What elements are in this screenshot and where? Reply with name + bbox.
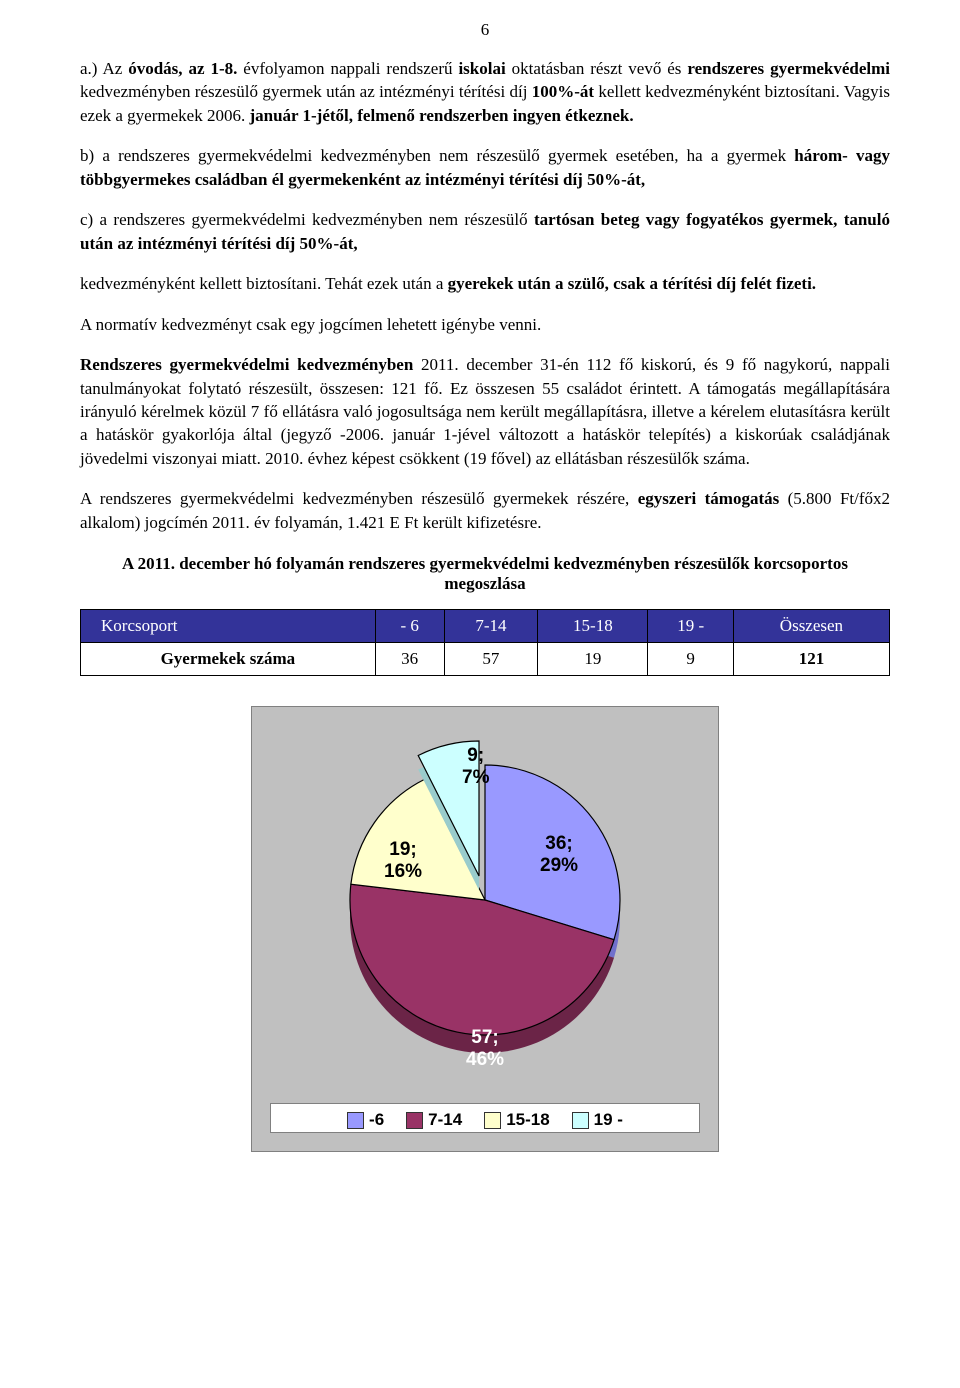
table-cell: 57 (444, 643, 538, 676)
paragraph-d: kedvezményként kellett biztosítani. Tehá… (80, 272, 890, 295)
table-header: Korcsoport (81, 610, 376, 643)
text-bold: iskolai (458, 59, 505, 78)
pie-chart: 36; 29% 57; 46% 19; 16% 9; 7% (288, 725, 682, 1095)
text: a.) Az (80, 59, 128, 78)
label-line1: 19; (389, 839, 416, 860)
table-header: 19 - (648, 610, 733, 643)
table-cell: Gyermekek száma (81, 643, 376, 676)
pie-label-s4: 9; 7% (462, 745, 489, 789)
text-bold: 100%-át (532, 82, 594, 101)
table-header-row: Korcsoport - 6 7-14 15-18 19 - Összesen (81, 610, 890, 643)
table-header: 7-14 (444, 610, 538, 643)
legend-label: 19 - (594, 1110, 623, 1130)
legend-item: 15-18 (484, 1110, 549, 1130)
text: évfolyamon nappali rendszerű (237, 59, 458, 78)
table-cell: 121 (733, 643, 889, 676)
legend-item: 19 - (572, 1110, 623, 1130)
label-line1: 36; (545, 833, 572, 854)
page-number: 6 (80, 20, 890, 40)
label-line1: 57; (471, 1027, 498, 1048)
text: oktatásban részt vevő és (506, 59, 688, 78)
legend-swatch (484, 1112, 501, 1129)
text: c) a rendszeres gyermekvédelmi kedvezmén… (80, 210, 534, 229)
label-line1: 9; (467, 745, 484, 766)
document-page: 6 a.) Az óvodás, az 1-8. évfolyamon napp… (0, 0, 960, 1212)
label-line2: 46% (466, 1049, 504, 1070)
chart-legend: -6 7-14 15-18 19 - (270, 1103, 700, 1133)
table-row: Gyermekek száma 36 57 19 9 121 (81, 643, 890, 676)
text: kedvezményként kellett biztosítani. Tehá… (80, 274, 448, 293)
text: b) a rendszeres gyermekvédelmi kedvezmén… (80, 146, 794, 165)
legend-item: 7-14 (406, 1110, 462, 1130)
table-header: - 6 (375, 610, 444, 643)
text-bold: egyszeri támogatás (638, 489, 780, 508)
legend-swatch (406, 1112, 423, 1129)
paragraph-c: c) a rendszeres gyermekvédelmi kedvezmén… (80, 208, 890, 255)
paragraph-f: Rendszeres gyermekvédelmi kedvezményben … (80, 353, 890, 470)
table-cell: 19 (538, 643, 648, 676)
text-bold: gyerekek után a szülő, csak a térítési d… (448, 274, 816, 293)
paragraph-a: a.) Az óvodás, az 1-8. évfolyamon nappal… (80, 57, 890, 127)
pie-label-s1: 36; 29% (540, 833, 578, 877)
table-header: 15-18 (538, 610, 648, 643)
paragraph-e: A normatív kedvezményt csak egy jogcímen… (80, 313, 890, 336)
table-cell: 36 (375, 643, 444, 676)
label-line2: 29% (540, 855, 578, 876)
text: kedvezményben részesülő gyermek után az … (80, 82, 532, 101)
legend-label: -6 (369, 1110, 384, 1130)
legend-swatch (347, 1112, 364, 1129)
text-bold: január 1-jétől, felmenő rendszerben ingy… (249, 106, 633, 125)
text-bold: rendszeres gyermekvédelmi (687, 59, 890, 78)
paragraph-g: A rendszeres gyermekvédelmi kedvezménybe… (80, 487, 890, 534)
pie-label-s2: 57; 46% (466, 1027, 504, 1071)
age-group-table: Korcsoport - 6 7-14 15-18 19 - Összesen … (80, 609, 890, 676)
legend-label: 7-14 (428, 1110, 462, 1130)
pie-label-s3: 19; 16% (384, 839, 422, 883)
legend-item: -6 (347, 1110, 384, 1130)
legend-swatch (572, 1112, 589, 1129)
paragraph-b: b) a rendszeres gyermekvédelmi kedvezmén… (80, 144, 890, 191)
text: A rendszeres gyermekvédelmi kedvezménybe… (80, 489, 638, 508)
text-bold: óvodás, az 1-8. (128, 59, 237, 78)
legend-label: 15-18 (506, 1110, 549, 1130)
label-line2: 16% (384, 861, 422, 882)
label-line2: 7% (462, 767, 489, 788)
table-header: Összesen (733, 610, 889, 643)
table-cell: 9 (648, 643, 733, 676)
text-bold: Rendszeres gyermekvédelmi kedvezményben (80, 355, 413, 374)
table-title: A 2011. december hó folyamán rendszeres … (80, 554, 890, 594)
pie-chart-container: 36; 29% 57; 46% 19; 16% 9; 7% -6 (251, 706, 719, 1152)
